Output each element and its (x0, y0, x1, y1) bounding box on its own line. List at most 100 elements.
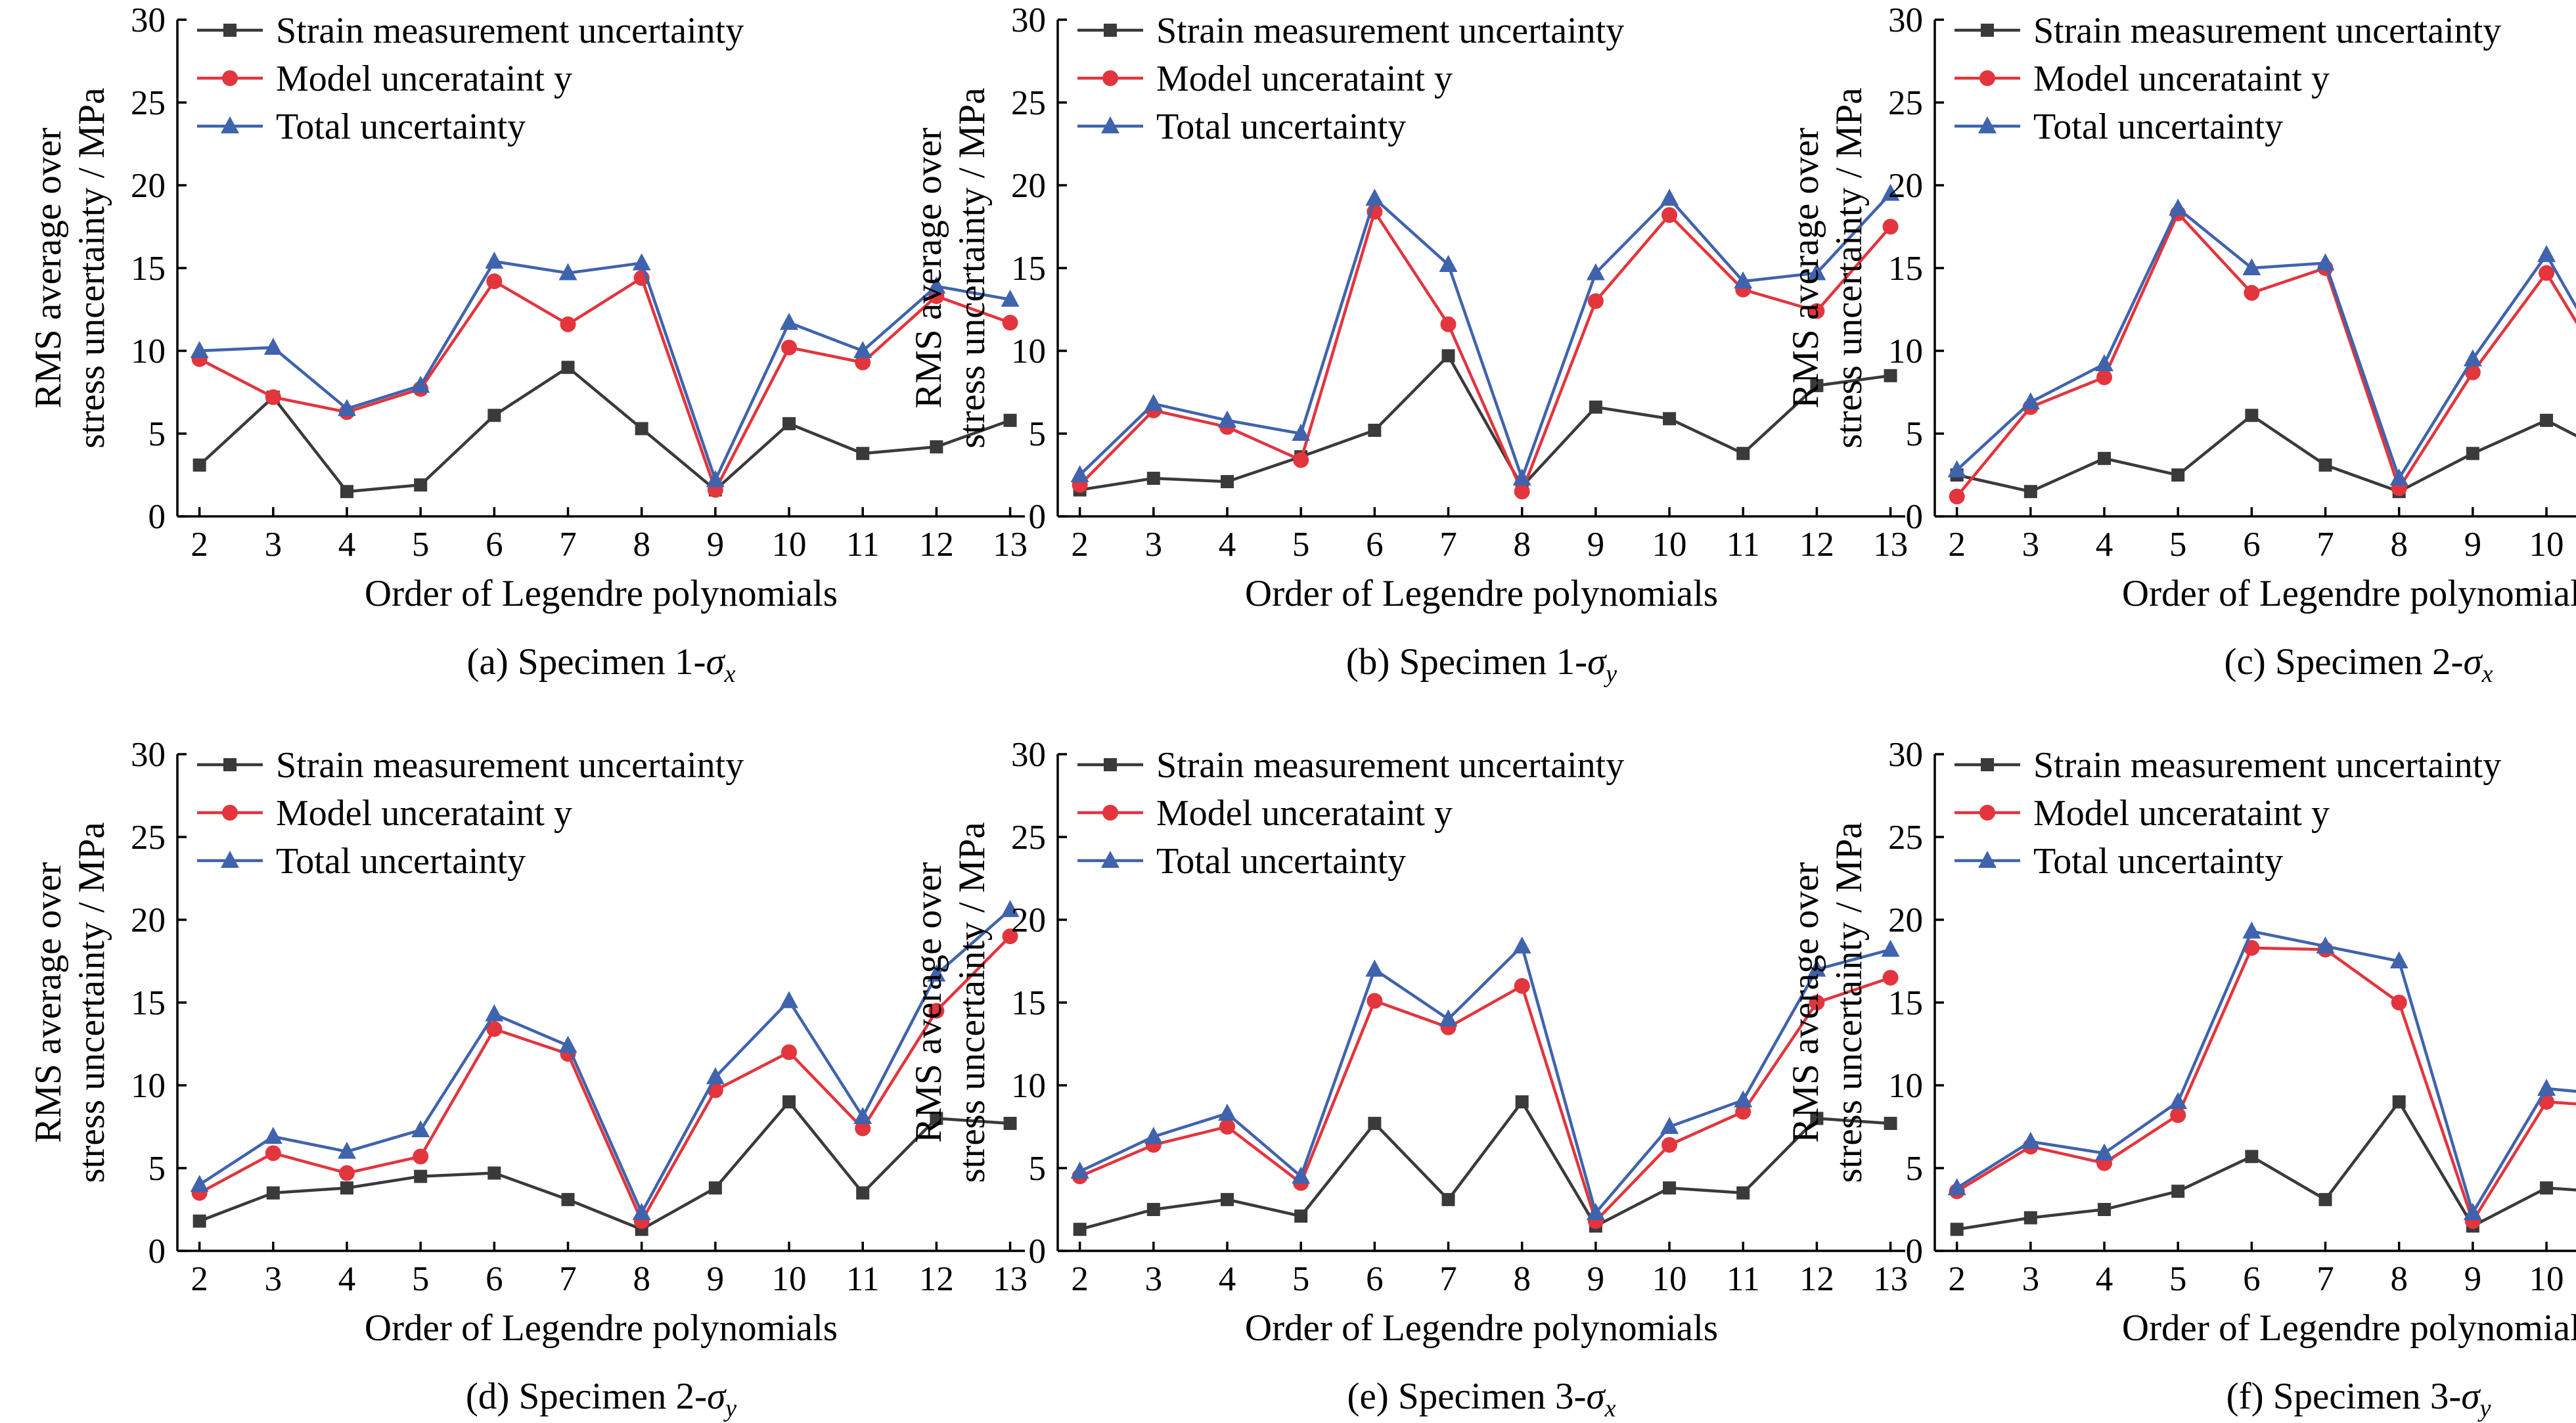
x-tick-label: 3 (265, 526, 282, 564)
x-tick-label: 7 (1439, 526, 1457, 564)
series-line-model (1955, 212, 2576, 498)
data-point-strain (1146, 472, 1160, 486)
legend-label-total: Total uncertainty (2033, 841, 2283, 882)
data-point-total (1947, 1178, 1966, 1196)
data-point-model (1219, 1119, 1235, 1135)
data-point-strain (1736, 1186, 1750, 1200)
y-tick-label: 5 (148, 415, 166, 453)
data-point-total (1660, 189, 1679, 206)
x-tick-label: 4 (2096, 526, 2113, 564)
x-tick-label: 9 (2464, 1260, 2482, 1298)
data-point-total (780, 313, 799, 330)
data-point-total (1734, 1090, 1753, 1108)
x-tick-label: 3 (1145, 526, 1163, 564)
data-point-total (2389, 468, 2408, 486)
data-point-strain (414, 478, 428, 492)
x-tick-label: 4 (2096, 1260, 2113, 1298)
data-point-model (1514, 978, 1530, 994)
panel-caption: (b) Specimen 1-σy (1346, 641, 1617, 688)
y-tick-label: 15 (131, 250, 166, 288)
y-axis-label: RMS average over (1785, 127, 1826, 408)
y-tick-label: 5 (1029, 415, 1047, 453)
data-point-strain (266, 1186, 280, 1200)
x-tick-label: 7 (2316, 526, 2334, 564)
data-point-total (2169, 1092, 2188, 1110)
data-point-total (263, 1127, 282, 1144)
legend-label-total: Total uncertainty (1156, 106, 1406, 147)
y-tick-label: 0 (1029, 1232, 1047, 1271)
data-point-strain (1515, 1095, 1529, 1109)
x-tick-label: 6 (486, 1260, 503, 1298)
data-point-total (927, 964, 946, 982)
data-point-total (1070, 465, 1089, 482)
x-tick-label: 10 (1652, 1260, 1687, 1298)
x-tick-label: 2 (191, 1260, 208, 1298)
legend-label-strain: Strain measurement uncertainty (1156, 745, 1624, 786)
data-point-strain (2098, 1203, 2111, 1216)
y-axis-label: RMS average over (28, 127, 69, 408)
data-point-strain (782, 417, 796, 430)
x-tick-label: 12 (919, 1260, 954, 1298)
y-tick-label: 20 (131, 167, 166, 205)
x-tick-label: 8 (633, 1260, 650, 1298)
data-point-strain (1663, 412, 1677, 426)
data-point-model (1587, 293, 1604, 309)
x-tick-label: 6 (1366, 526, 1384, 564)
x-tick-label: 13 (1873, 526, 1908, 564)
y-tick-label: 0 (1906, 1232, 1924, 1271)
data-point-strain (1003, 1116, 1017, 1130)
y-axis-label: RMS average over (908, 862, 949, 1142)
data-point-strain (1146, 1203, 1160, 1216)
data-point-total (263, 337, 282, 355)
data-point-strain (930, 1112, 943, 1125)
data-point-strain (2318, 458, 2332, 472)
data-point-total (706, 1067, 725, 1085)
data-point-strain (1950, 1223, 1964, 1236)
y-tick-label: 10 (131, 1067, 166, 1105)
legend-label-model: Model uncerataint y (2033, 793, 2330, 834)
x-tick-label: 5 (412, 526, 430, 564)
x-tick-label: 10 (1652, 526, 1687, 564)
x-tick-label: 3 (2022, 1260, 2040, 1298)
legend-label-total: Total uncertainty (276, 106, 526, 147)
x-axis-label: Order of Legendre polynomials (365, 1307, 838, 1349)
data-point-model (2391, 995, 2407, 1010)
y-axis-label: RMS average over (28, 862, 69, 1142)
data-point-strain (192, 1214, 206, 1228)
y-tick-label: 15 (1888, 984, 1923, 1022)
y-axis-label: RMS average over (908, 127, 949, 408)
legend-marker-strain (223, 24, 237, 37)
data-point-total (2095, 1143, 2113, 1161)
x-tick-label: 5 (2169, 1260, 2187, 1298)
x-tick-label: 2 (1071, 526, 1089, 564)
legend-label-strain: Strain measurement uncertainty (2033, 11, 2501, 51)
data-point-model (265, 389, 281, 405)
data-point-strain (708, 1181, 722, 1195)
x-tick-label: 9 (707, 1260, 725, 1298)
data-point-strain (2171, 1185, 2185, 1198)
series-line-model (1079, 976, 1891, 1223)
x-tick-label: 7 (559, 526, 577, 564)
data-point-total (1807, 263, 1826, 281)
data-point-strain (2171, 468, 2185, 482)
series-line-total (199, 260, 1010, 482)
legend-label-model: Model uncerataint y (2033, 58, 2330, 99)
data-point-strain (192, 458, 206, 472)
data-point-strain (1589, 400, 1602, 414)
data-point-strain (1368, 1116, 1382, 1130)
data-point-strain (2466, 447, 2479, 461)
legend-marker-total (1101, 851, 1119, 868)
legend-label-strain: Strain measurement uncertainty (276, 11, 744, 51)
x-tick-label: 10 (772, 526, 807, 564)
data-point-model (1661, 1137, 1678, 1153)
data-point-total (1365, 189, 1384, 206)
y-tick-label: 0 (148, 1232, 166, 1271)
x-tick-label: 2 (191, 526, 208, 564)
x-axis-label: Order of Legendre polynomials (365, 573, 838, 614)
panel-caption: (c) Specimen 2-σx (2224, 641, 2493, 688)
legend-label-model: Model uncerataint y (276, 793, 572, 834)
y-tick-label: 20 (1011, 901, 1046, 939)
data-point-total (1218, 410, 1236, 428)
legend-marker-total (221, 851, 239, 868)
